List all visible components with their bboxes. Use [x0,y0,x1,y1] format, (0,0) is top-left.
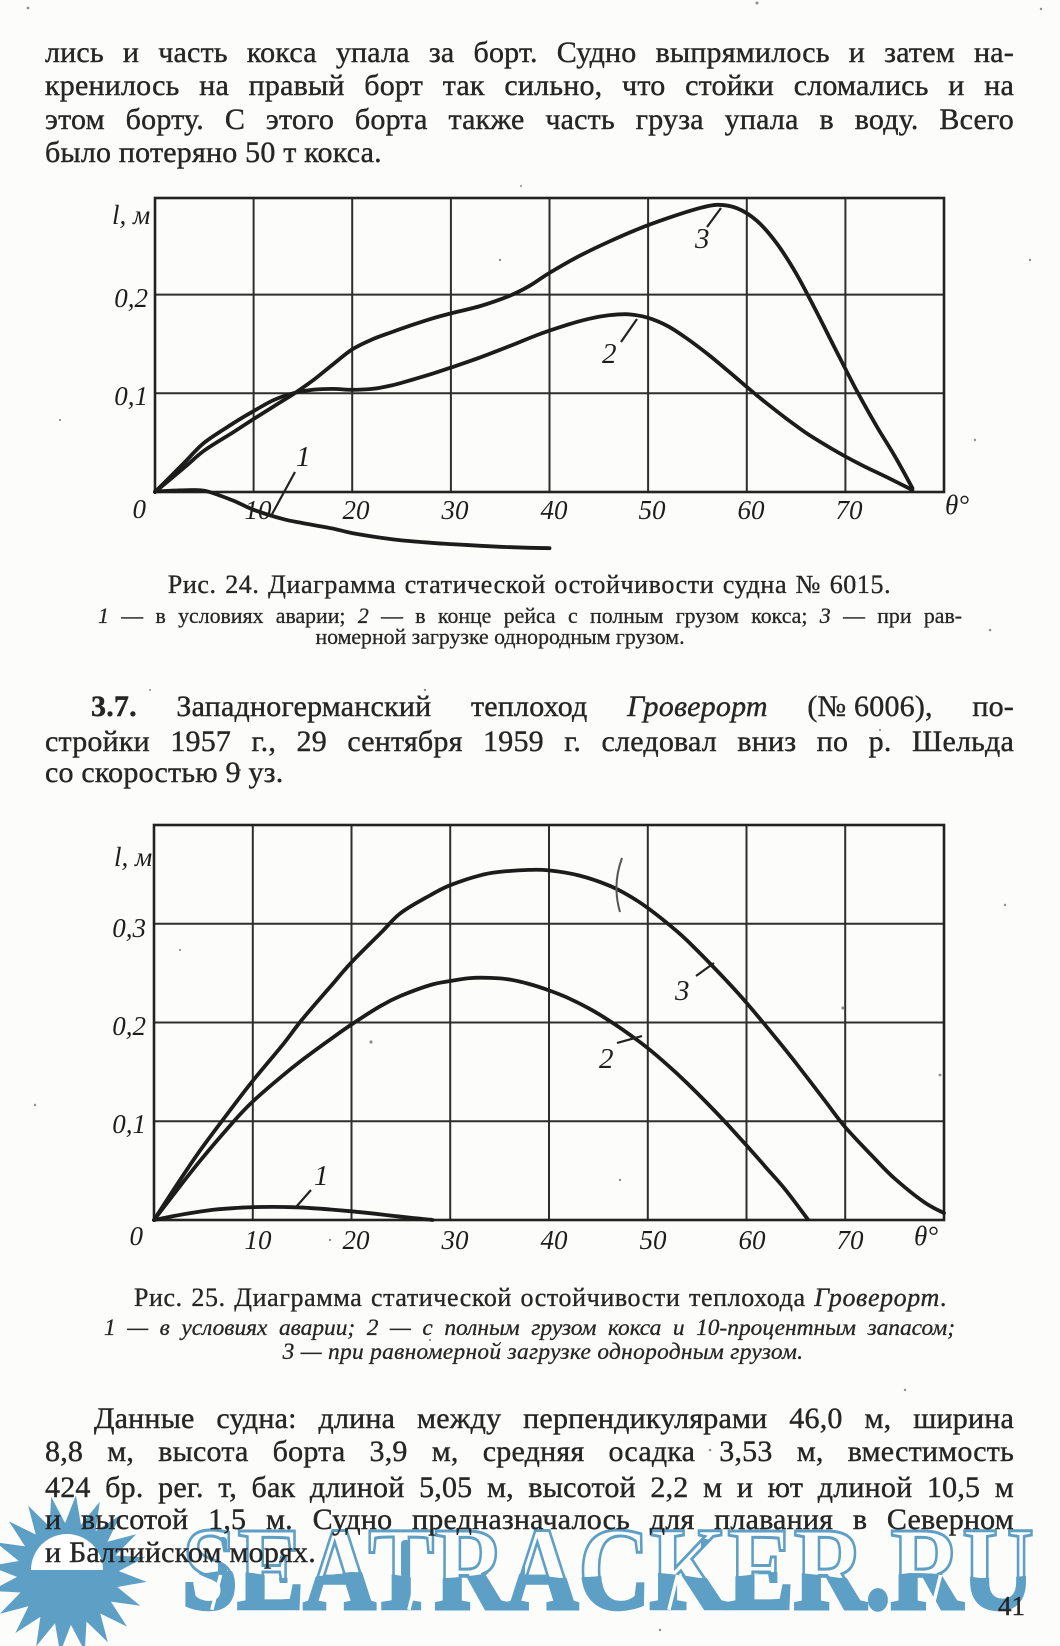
svg-text:0,2: 0,2 [112,1011,146,1041]
svg-text:1: 1 [296,441,311,473]
svg-text:0,1: 0,1 [112,1109,146,1139]
svg-text:20: 20 [343,1225,371,1255]
svg-text:3: 3 [694,223,710,255]
svg-text:3: 3 [674,975,690,1007]
svg-text:70: 70 [837,1225,865,1255]
svg-text:20: 20 [343,495,371,525]
svg-text:10: 10 [245,495,273,525]
svg-text:30: 30 [441,1225,470,1255]
svg-text:0: 0 [133,494,147,524]
svg-text:0,1: 0,1 [114,381,148,411]
svg-text:50: 50 [640,1225,668,1255]
svg-text:θ°: θ° [914,1221,938,1251]
svg-text:θ°: θ° [945,490,969,520]
svg-text:l, м: l, м [112,200,150,230]
svg-text:l, м: l, м [114,842,152,872]
svg-text:0,2: 0,2 [114,283,148,313]
svg-text:40: 40 [541,495,569,525]
svg-text:70: 70 [836,495,864,525]
svg-text:SEATRACKER.RU: SEATRACKER.RU [182,1503,1034,1634]
svg-text:60: 60 [738,495,766,525]
svg-text:0: 0 [130,1221,144,1251]
svg-text:30: 30 [441,495,470,525]
svg-text:60: 60 [739,1225,767,1255]
svg-text:2: 2 [602,338,617,370]
svg-text:1: 1 [314,1160,329,1192]
svg-text:50: 50 [639,495,667,525]
svg-text:0,3: 0,3 [112,913,146,943]
svg-text:40: 40 [541,1225,569,1255]
svg-text:2: 2 [599,1043,614,1075]
svg-text:10: 10 [245,1225,273,1255]
